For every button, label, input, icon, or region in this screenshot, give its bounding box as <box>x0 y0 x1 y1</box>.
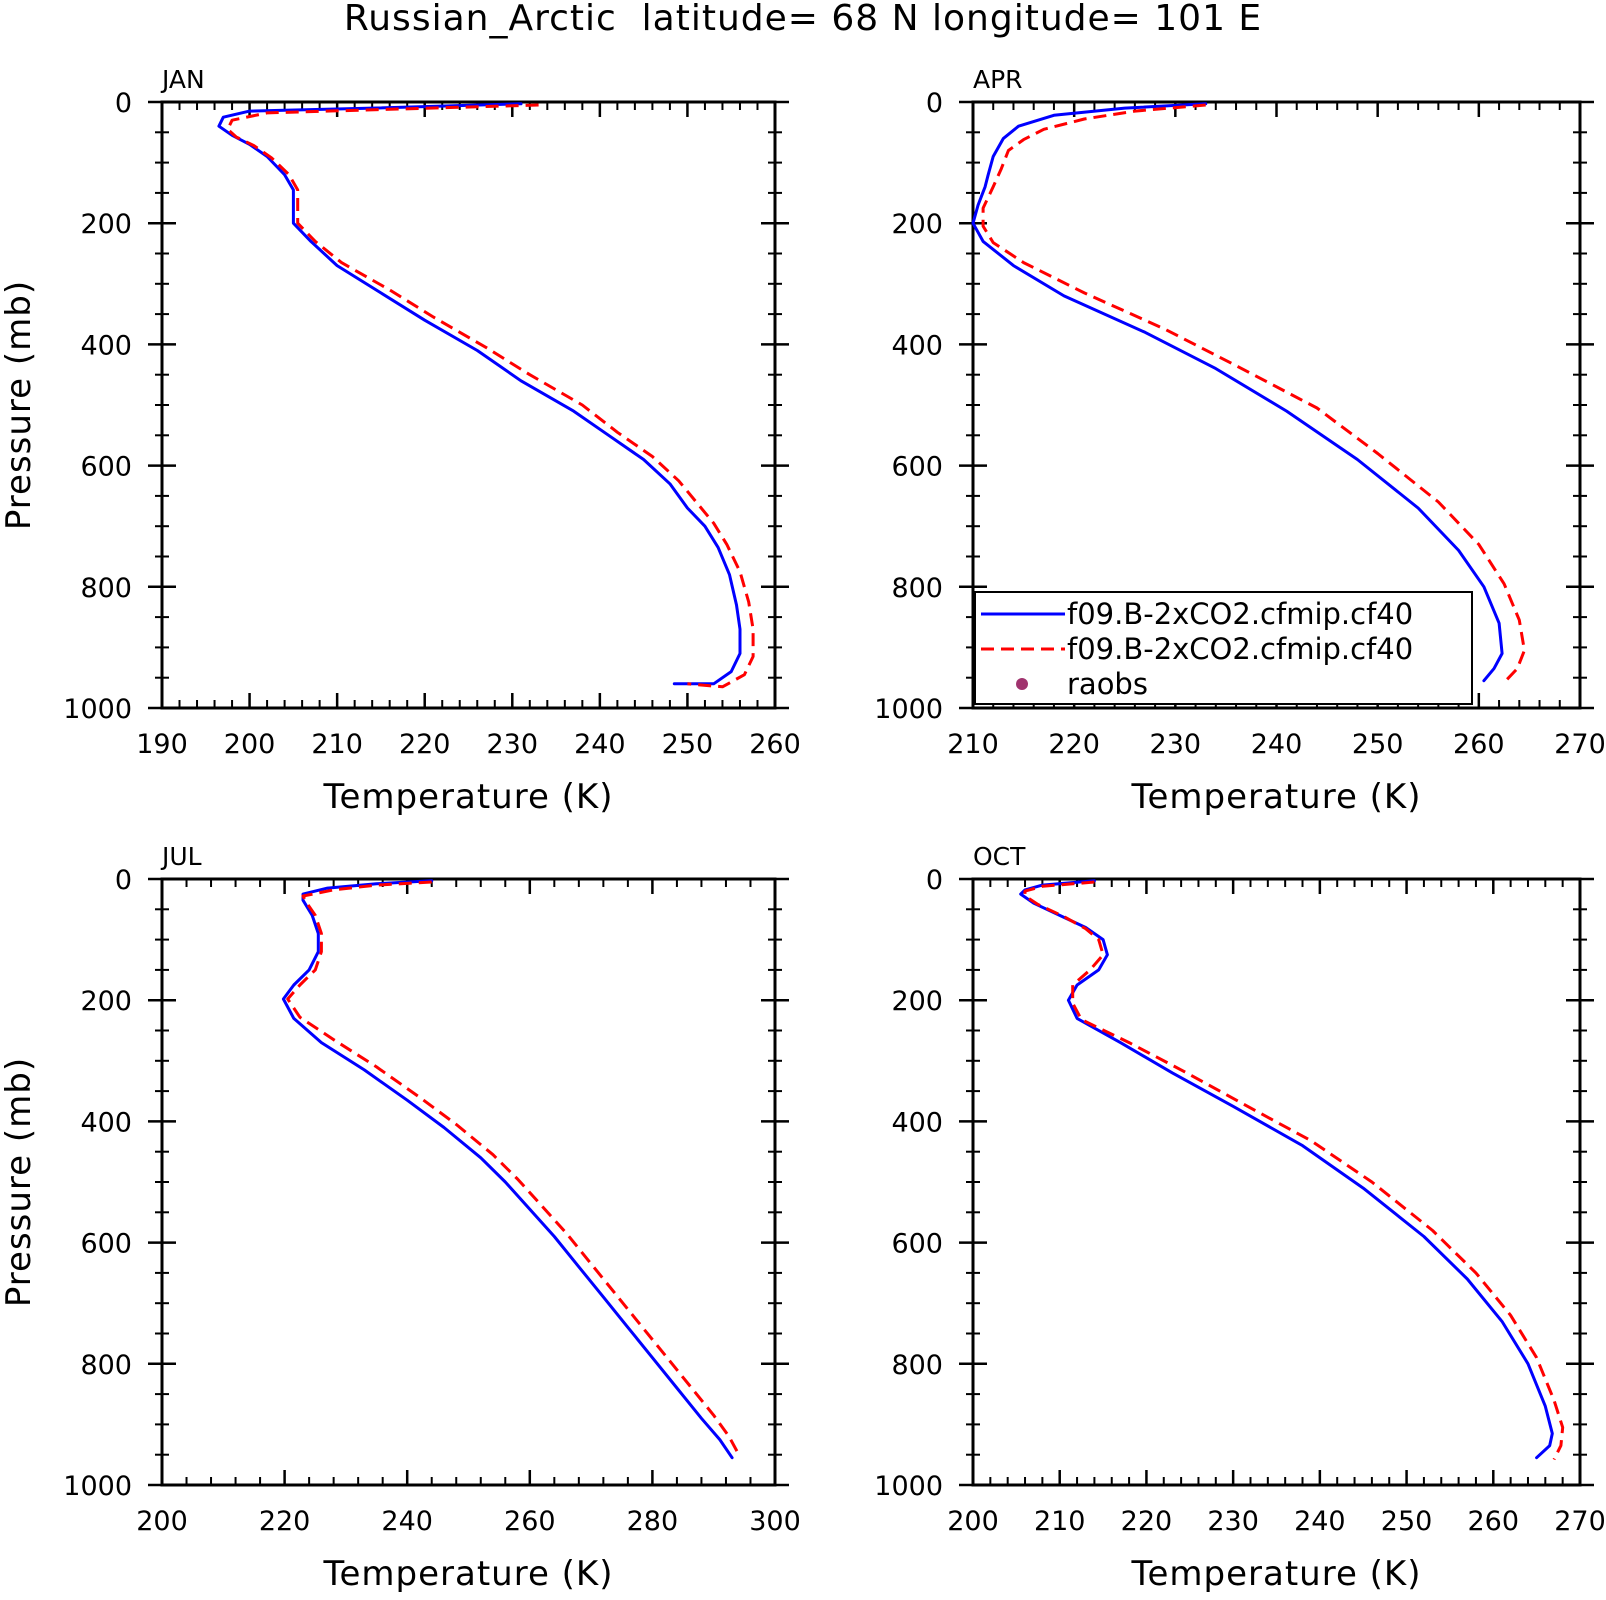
y-tick-label: 200 <box>891 209 943 240</box>
y-tick-label: 600 <box>80 1229 132 1260</box>
y-tick-label: 600 <box>891 1229 943 1260</box>
x-tick-label: 250 <box>662 729 714 760</box>
panel-label: JAN <box>160 65 205 94</box>
x-tick-label: 240 <box>1294 1506 1346 1537</box>
x-tick-label: 260 <box>1453 729 1505 760</box>
x-axis-label: Temperature (K) <box>322 777 613 817</box>
legend-entry-label: f09.B-2xCO2.cfmip.cf40 <box>1067 597 1413 631</box>
series-line-dashed-red <box>226 103 755 689</box>
y-tick-label: 1000 <box>874 694 943 725</box>
x-tick-label: 240 <box>1251 729 1303 760</box>
legend: f09.B-2xCO2.cfmip.cf40f09.B-2xCO2.cfmip.… <box>974 591 1473 705</box>
series-line-solid-blue <box>281 879 734 1460</box>
x-tick-label: 220 <box>399 729 451 760</box>
x-tick-label: 250 <box>1381 1506 1433 1537</box>
x-tick-label: 200 <box>947 1506 999 1537</box>
x-tick-label: 260 <box>1468 1506 1520 1537</box>
panel-label: OCT <box>973 842 1026 871</box>
y-tick-label: 1000 <box>63 1471 132 1502</box>
panel-label: APR <box>973 65 1023 94</box>
x-tick-label: 230 <box>1150 729 1202 760</box>
x-tick-label: 220 <box>1121 1506 1173 1537</box>
y-axis-label: Pressure (mb) <box>0 280 39 530</box>
y-tick-label: 1000 <box>874 1471 943 1502</box>
y-tick-label: 400 <box>891 1107 943 1138</box>
series-line-solid-blue <box>971 102 1504 683</box>
panel-jul: 200 220 240 260 280 300 0 200 400 600 800 1000 JUL Te… <box>0 842 801 1594</box>
figure-title: Russian_Arctic latitude= 68 N longitude=… <box>344 0 1262 39</box>
x-tick-label: 270 <box>1554 1506 1606 1537</box>
x-tick-label: 200 <box>136 1506 188 1537</box>
plot-frame <box>160 100 777 710</box>
y-tick-label: 200 <box>80 209 132 240</box>
x-tick-label: 240 <box>574 729 626 760</box>
y-tick-label: 800 <box>80 573 132 604</box>
x-tick-label: 260 <box>749 729 801 760</box>
x-axis-label: Temperature (K) <box>1130 777 1421 817</box>
x-axis-label: Temperature (K) <box>322 1554 613 1594</box>
series-line-dashed-red <box>981 103 1526 684</box>
y-tick-label: 0 <box>115 865 132 896</box>
x-tick-label: 270 <box>1554 729 1606 760</box>
series-line-solid-blue <box>217 102 742 686</box>
y-tick-label: 0 <box>926 88 943 119</box>
panel-label: JUL <box>160 842 202 871</box>
x-tick-label: 230 <box>487 729 539 760</box>
y-tick-label: 600 <box>891 452 943 483</box>
panel-jan: 190 200 210 220 230 240 250 260 0 200 400 600 800 100… <box>0 65 801 817</box>
y-tick-label: 800 <box>891 573 943 604</box>
legend-entry-label: raobs <box>1067 667 1148 701</box>
y-axis-label: Pressure (mb) <box>0 1057 39 1307</box>
series-line-solid-blue <box>1019 879 1554 1460</box>
series-line-dashed-red <box>1023 880 1565 1461</box>
panels-group: 190 200 210 220 230 240 250 260 0 200 400 600 800 100… <box>0 65 1606 1594</box>
x-axis-label: Temperature (K) <box>1130 1554 1421 1594</box>
legend-marker-raobs <box>1016 678 1028 690</box>
x-tick-label: 210 <box>947 729 999 760</box>
x-tick-label: 280 <box>627 1506 679 1537</box>
y-tick-label: 800 <box>891 1350 943 1381</box>
y-tick-label: 400 <box>891 330 943 361</box>
y-tick-label: 0 <box>115 88 132 119</box>
y-tick-label: 200 <box>891 986 943 1017</box>
x-tick-label: 230 <box>1207 1506 1259 1537</box>
legend-box <box>974 591 1473 705</box>
y-tick-label: 800 <box>80 1350 132 1381</box>
x-tick-label: 220 <box>1048 729 1100 760</box>
x-tick-label: 210 <box>1034 1506 1086 1537</box>
x-tick-label: 190 <box>136 729 188 760</box>
x-tick-label: 240 <box>381 1506 433 1537</box>
plot-frame <box>971 877 1582 1487</box>
legend-entry-label: f09.B-2xCO2.cfmip.cf40 <box>1067 632 1413 666</box>
x-tick-label: 220 <box>259 1506 311 1537</box>
x-tick-label: 210 <box>311 729 363 760</box>
y-tick-label: 600 <box>80 452 132 483</box>
x-tick-label: 200 <box>224 729 276 760</box>
panel-oct: 200 210 220 230 240 250 260 270 0 200 400 600 800 100… <box>874 842 1605 1594</box>
x-tick-label: 300 <box>749 1506 801 1537</box>
y-tick-label: 1000 <box>63 694 132 725</box>
y-tick-label: 0 <box>926 865 943 896</box>
x-tick-label: 260 <box>504 1506 556 1537</box>
y-tick-label: 200 <box>80 986 132 1017</box>
series-line-dashed-red <box>286 880 740 1455</box>
x-tick-label: 250 <box>1352 729 1404 760</box>
y-tick-label: 400 <box>80 330 132 361</box>
y-tick-label: 400 <box>80 1107 132 1138</box>
panel-apr: 210 220 230 240 250 260 270 0 200 400 600 800 1000 AP… <box>874 65 1605 817</box>
